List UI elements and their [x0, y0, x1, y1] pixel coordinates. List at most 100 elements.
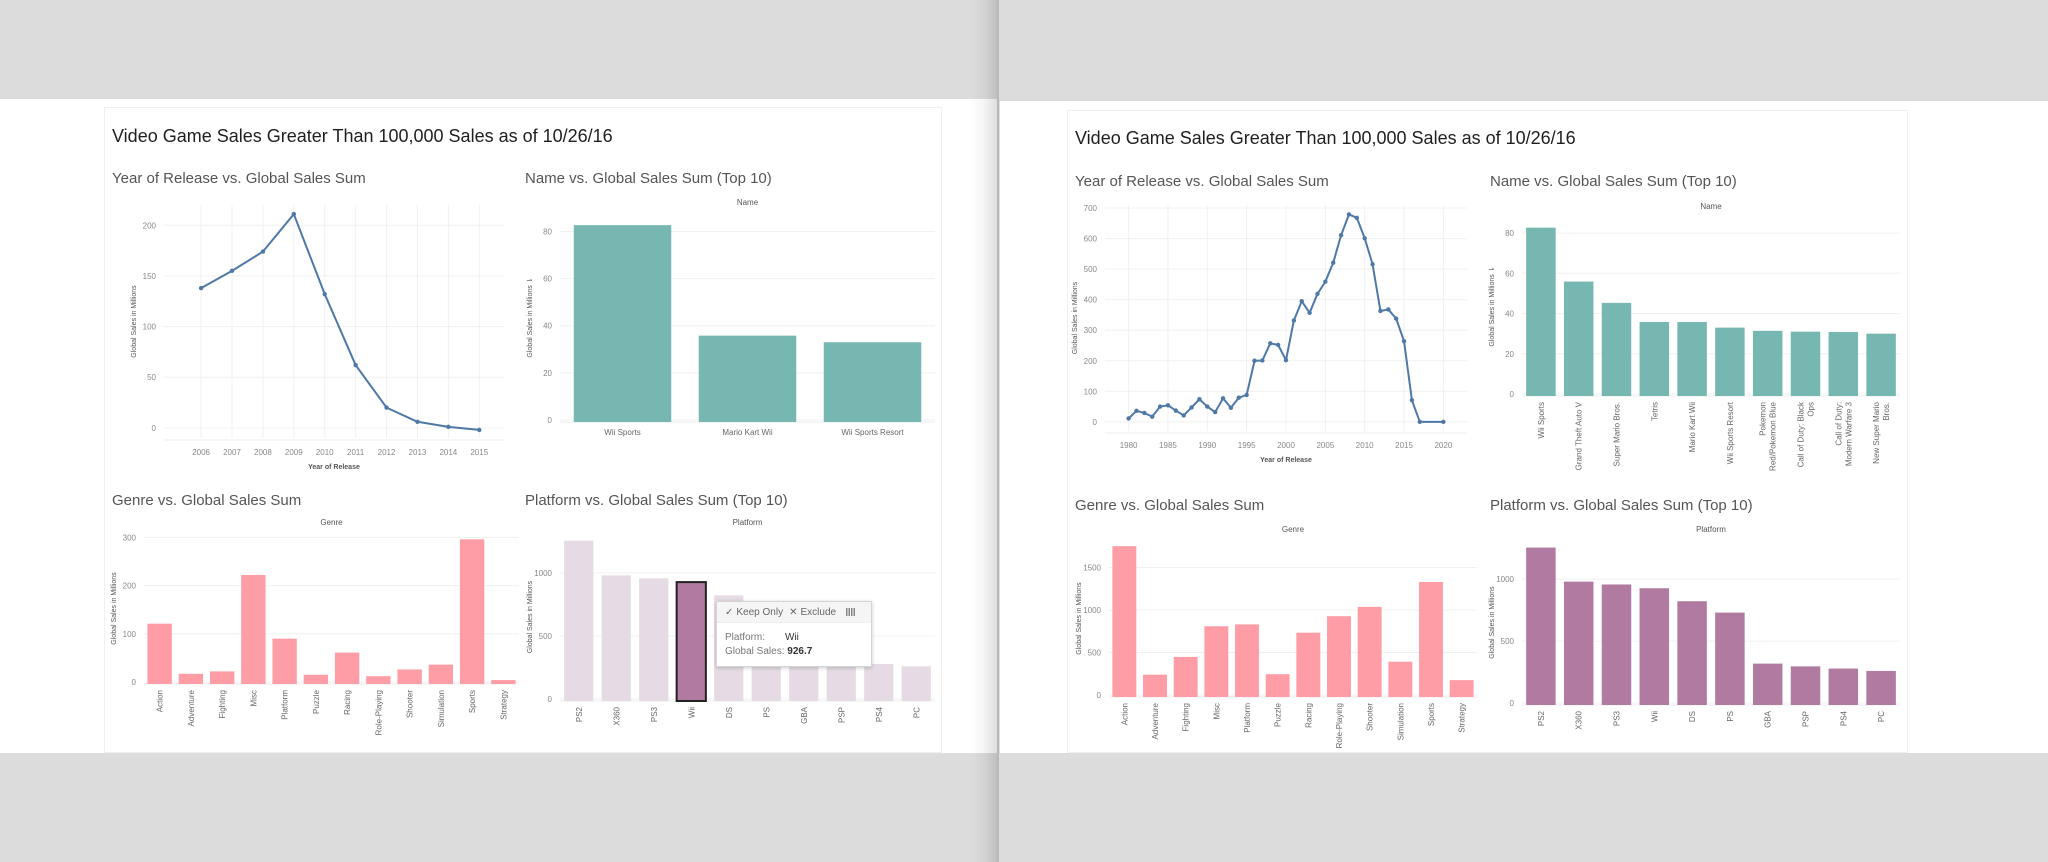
x-tick-label: 2007: [223, 448, 241, 457]
x-tick-label: Wii Sports: [604, 428, 640, 437]
data-point: [353, 362, 358, 368]
x-tick-label: GBA: [1764, 710, 1773, 728]
bar: [1419, 581, 1443, 697]
check-icon: ✓: [725, 606, 734, 618]
x-tick-label: 2014: [439, 448, 457, 457]
bar: [1866, 670, 1896, 705]
y-tick-label: 1000: [534, 569, 552, 578]
bar: [1235, 624, 1259, 697]
view-data-button[interactable]: [846, 608, 856, 616]
x-tick-label: PS: [1726, 711, 1735, 722]
bar: [1866, 333, 1896, 396]
y-tick-label: 0: [548, 695, 553, 704]
bar: [1173, 656, 1198, 697]
x-tick-label: 2012: [378, 448, 396, 457]
y-axis-title: Global Sales in Millions ⇂: [526, 277, 534, 357]
bar: [459, 539, 485, 684]
x-tick-label: X360: [1575, 710, 1584, 729]
x-tick-label: 2008: [254, 448, 272, 457]
dashboard-title-right: Video Game Sales Greater Than 100,000 Sa…: [1075, 128, 1576, 148]
x-tick-label: Puzzle: [1274, 702, 1283, 727]
data-point: [1378, 308, 1383, 314]
bar: [147, 623, 172, 684]
y-tick-label: 80: [543, 227, 552, 236]
data-point: [1346, 212, 1352, 217]
bar: [1143, 674, 1167, 697]
x-tick-label: DS: [725, 707, 734, 718]
chart-title-right-year: Year of Release vs. Global Sales Sum: [1075, 173, 1329, 190]
data-point: [1126, 416, 1131, 421]
x-tick-label: Modern Warfare 3: [1844, 401, 1853, 466]
chart-title-left-genre: Genre vs. Global Sales Sum: [112, 492, 302, 509]
x-tick-label: 2010: [316, 448, 334, 457]
data-point: [1307, 310, 1312, 316]
y-tick-label: 0: [152, 424, 157, 433]
x-tick-label: 2015: [1395, 441, 1413, 450]
x-tick-label: 2020: [1434, 441, 1452, 450]
y-tick-label: 60: [1505, 269, 1514, 278]
exclude-button[interactable]: ✕ Exclude: [789, 607, 836, 618]
data-point: [1220, 396, 1226, 401]
x-tick-label: Platform: [281, 690, 290, 720]
x-tick-label: 2011: [347, 448, 365, 457]
x-tick-label: Simulation: [437, 690, 446, 727]
x-tick-label: Mario Kart Wii: [1688, 402, 1697, 452]
data-point: [1283, 357, 1289, 363]
x-tick-label: Strategy: [499, 690, 508, 720]
chart-left-name: Name 0 20 40 60 80 Global Sales in Millions ⇂ W…: [526, 198, 935, 437]
y-tick-label: 400: [1084, 296, 1098, 305]
data-point: [1370, 262, 1375, 267]
x-tick-label: X360: [612, 706, 621, 725]
x-axis-title: Year of Release: [308, 464, 360, 471]
chart-title-right-genre: Genre vs. Global Sales Sum: [1075, 497, 1265, 514]
x-icon: ✕: [789, 606, 798, 618]
data-point: [415, 419, 420, 424]
data-point: [1386, 307, 1391, 312]
chart-title-left-platform: Platform vs. Global Sales Sum (Top 10): [525, 492, 788, 509]
x-tick-label: PC: [1877, 711, 1886, 722]
x-tick-label: 1985: [1159, 441, 1177, 450]
y-tick-label: 100: [1084, 387, 1098, 396]
bar: [823, 342, 922, 422]
keep-only-button[interactable]: ✓ Keep Only: [725, 607, 783, 618]
page-spine-shadow: [970, 0, 998, 862]
data-point: [1197, 397, 1202, 402]
x-tick-label: PS3: [650, 706, 659, 722]
bar: [1677, 321, 1707, 396]
tooltip-body: Platform: Wii Global Sales: 926.7: [717, 623, 871, 667]
data-point: [1150, 414, 1155, 419]
bar: [1828, 668, 1859, 705]
bar: [209, 671, 235, 684]
x-tick-label: PS4: [875, 706, 884, 722]
x-tick-label: Mario Kart Wii: [722, 428, 772, 437]
bar: [1715, 327, 1745, 396]
chart-title-left-name: Name vs. Global Sales Sum (Top 10): [525, 170, 772, 187]
x-tick-label: Platform: [1243, 703, 1252, 733]
data-point: [1268, 341, 1273, 346]
x-tick-label: Adventure: [187, 689, 196, 726]
bar: [366, 676, 391, 684]
x-tick-label: Grand Theft Auto V: [1575, 401, 1584, 470]
data-point: [1260, 358, 1265, 363]
bar: [178, 673, 204, 684]
data-point: [1236, 395, 1241, 400]
x-tick-label: PS3: [1613, 710, 1622, 726]
chart-title-left-year: Year of Release vs. Global Sales Sum: [112, 170, 366, 187]
x-tick-label: 2005: [1316, 441, 1334, 450]
chart-title-right-platform: Platform vs. Global Sales Sum (Top 10): [1490, 497, 1753, 514]
x-tick-label: DS: [1688, 711, 1697, 722]
tooltip-platform-label: Platform:: [725, 632, 766, 643]
x-tick-label: New Super Mario: [1872, 401, 1881, 463]
data-point: [1165, 403, 1171, 408]
x-tick-label: PSP: [837, 707, 846, 723]
x-tick-label: 2009: [285, 448, 303, 457]
y-axis-title: Global Sales in Millions: [1489, 586, 1496, 659]
bar: [272, 638, 297, 684]
x-tick-label: Adventure: [1151, 702, 1160, 739]
data-point: [1275, 342, 1281, 348]
data-point: [1299, 299, 1304, 304]
data-point: [1212, 409, 1218, 415]
bar: [1790, 666, 1821, 705]
y-tick-label: 0: [1510, 390, 1515, 399]
